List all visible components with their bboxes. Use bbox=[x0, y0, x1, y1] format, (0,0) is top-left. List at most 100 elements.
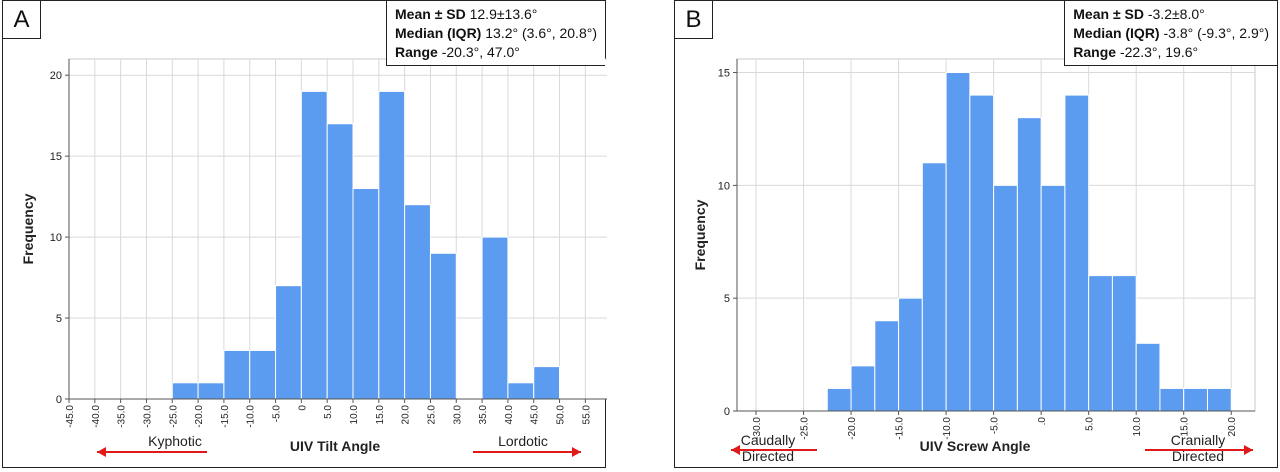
y-tick-label: 0 bbox=[56, 394, 62, 406]
x-tick-label: -10.0 bbox=[246, 405, 257, 428]
histogram-bar bbox=[921, 162, 947, 412]
histogram-bar bbox=[850, 365, 876, 412]
x-tick-label: -25.0 bbox=[800, 417, 811, 440]
stats-mean-label: Mean ± SD bbox=[395, 6, 466, 22]
stats-box: Mean ± SD 12.9±13.6° Median (IQR) 13.2° … bbox=[386, 1, 605, 66]
x-tick-label: 0 bbox=[297, 405, 308, 411]
x-tick-label: 20.0 bbox=[401, 405, 412, 425]
histogram-bar bbox=[481, 236, 509, 400]
x-tick-label: .0 bbox=[1037, 417, 1048, 426]
panel-letter: A bbox=[3, 1, 41, 39]
stats-mean-row: Mean ± SD -3.2±8.0° bbox=[1073, 5, 1269, 24]
x-tick-label: -20.0 bbox=[194, 405, 205, 428]
stats-range-label: Range bbox=[395, 44, 438, 60]
stats-range-row: Range -20.3°, 47.0° bbox=[395, 43, 597, 62]
histogram-bar bbox=[275, 285, 302, 400]
x-axis-title: UIV Tilt Angle bbox=[290, 438, 380, 454]
caudally-directed-label: Caudally Directed bbox=[740, 432, 796, 464]
histogram-panel-b: B Mean ± SD -3.2±8.0° Median (IQR) -3.8°… bbox=[674, 0, 1278, 468]
x-tick-label: 25.0 bbox=[426, 405, 437, 425]
x-tick-label: -30.0 bbox=[752, 417, 763, 440]
x-tick-label: -5.0 bbox=[990, 417, 1001, 435]
histogram-bar bbox=[1088, 275, 1113, 412]
x-tick-label: -5.0 bbox=[272, 405, 283, 423]
x-tick-label: 5.0 bbox=[1085, 417, 1096, 431]
stats-range-value: -22.3°, 19.6° bbox=[1119, 44, 1199, 60]
x-tick-label: -15.0 bbox=[220, 405, 231, 428]
x-tick-label: 35.0 bbox=[478, 405, 489, 425]
x-tick-label: 10.0 bbox=[1132, 417, 1143, 437]
histogram-bar bbox=[326, 123, 354, 400]
stats-mean-value: -3.2±8.0° bbox=[1147, 6, 1205, 22]
histogram-bar bbox=[352, 188, 380, 400]
histogram-bar bbox=[171, 382, 199, 400]
panel-letter: B bbox=[675, 1, 713, 39]
x-tick-label: -40.0 bbox=[91, 405, 102, 428]
histogram-bar bbox=[507, 382, 535, 400]
histogram-bar bbox=[249, 349, 277, 400]
histogram-bar bbox=[223, 349, 251, 400]
y-tick-label: 15 bbox=[50, 151, 62, 163]
histogram-bar bbox=[874, 320, 900, 412]
stats-median-row: Median (IQR) -3.8° (-9.3°, 2.9°) bbox=[1073, 24, 1269, 43]
x-axis-title: UIV Screw Angle bbox=[920, 438, 1031, 454]
lordotic-label: Lordotic bbox=[498, 433, 548, 449]
histogram-bar bbox=[1040, 184, 1066, 412]
stats-range-value: -20.3°, 47.0° bbox=[441, 44, 520, 60]
cranially-directed-label: Cranially Directed bbox=[1170, 432, 1226, 464]
arrowhead-icon bbox=[731, 445, 740, 455]
x-tick-label: -10.0 bbox=[942, 417, 953, 440]
x-tick-label: 20.0 bbox=[1227, 417, 1238, 437]
arrowhead-icon bbox=[572, 447, 581, 457]
arrowhead-icon bbox=[1244, 445, 1253, 455]
histogram-bar bbox=[1159, 387, 1185, 412]
histogram-bar bbox=[300, 90, 328, 400]
y-tick-label: 10 bbox=[50, 232, 62, 244]
y-axis-title: Frequency bbox=[20, 193, 36, 264]
histogram-bar bbox=[533, 366, 561, 400]
stats-mean-label: Mean ± SD bbox=[1073, 6, 1144, 22]
x-tick-label: 30.0 bbox=[452, 405, 463, 425]
x-tick-label: -45.0 bbox=[65, 405, 76, 428]
histogram-bar bbox=[1135, 342, 1161, 412]
y-tick-label: 5 bbox=[56, 313, 62, 325]
x-tick-label: 55.0 bbox=[581, 405, 592, 425]
histogram-bar bbox=[945, 72, 971, 412]
histogram-bar bbox=[1064, 94, 1090, 412]
x-tick-label: 40.0 bbox=[504, 405, 515, 425]
histogram-bar bbox=[898, 297, 923, 412]
stats-range-label: Range bbox=[1073, 44, 1117, 60]
histogram-chart-b: 0 5 10 15 -30.0 -25.0 -20.0 -15.0 -10.0 -5.0 .0 5.0… bbox=[692, 58, 1256, 455]
histogram-panel-a: A Mean ± SD 12.9±13.6° Median (IQR) 13.2… bbox=[2, 0, 607, 468]
stats-median-value: 13.2° (3.6°, 20.8°) bbox=[485, 25, 597, 41]
histogram-bar bbox=[404, 204, 431, 400]
histogram-bar bbox=[969, 94, 995, 412]
histogram-bar bbox=[1206, 387, 1232, 412]
x-tick-label: 50.0 bbox=[556, 405, 567, 425]
x-tick-label: 15.0 bbox=[375, 405, 386, 425]
stats-box: Mean ± SD -3.2±8.0° Median (IQR) -3.8° (… bbox=[1064, 1, 1277, 66]
y-tick-label: 20 bbox=[50, 70, 62, 82]
histogram-bar bbox=[429, 252, 457, 400]
stats-median-label: Median (IQR) bbox=[1073, 25, 1160, 41]
x-tick-label: 15.0 bbox=[1180, 417, 1191, 437]
histogram-bar bbox=[1183, 387, 1208, 412]
x-tick-label: 5.0 bbox=[323, 405, 334, 419]
y-tick-label: 15 bbox=[718, 68, 730, 80]
x-tick-label: 45.0 bbox=[530, 405, 541, 425]
stats-median-value: -3.8° (-9.3°, 2.9°) bbox=[1163, 25, 1270, 41]
x-tick-label: 10.0 bbox=[349, 405, 360, 425]
stats-median-label: Median (IQR) bbox=[395, 25, 482, 41]
stats-range-row: Range -22.3°, 19.6° bbox=[1073, 43, 1269, 62]
histogram-bar bbox=[197, 382, 225, 400]
kyphotic-label: Kyphotic bbox=[148, 433, 202, 449]
histogram-bar bbox=[1111, 275, 1137, 412]
histogram-bar bbox=[378, 90, 406, 400]
histogram-bar bbox=[993, 184, 1018, 412]
y-tick-label: 0 bbox=[724, 406, 730, 418]
y-tick-label: 10 bbox=[718, 180, 730, 192]
arrowhead-icon bbox=[97, 447, 106, 457]
x-tick-label: -15.0 bbox=[895, 417, 906, 440]
histogram-bar bbox=[826, 387, 852, 412]
x-tick-label: -35.0 bbox=[117, 405, 128, 428]
